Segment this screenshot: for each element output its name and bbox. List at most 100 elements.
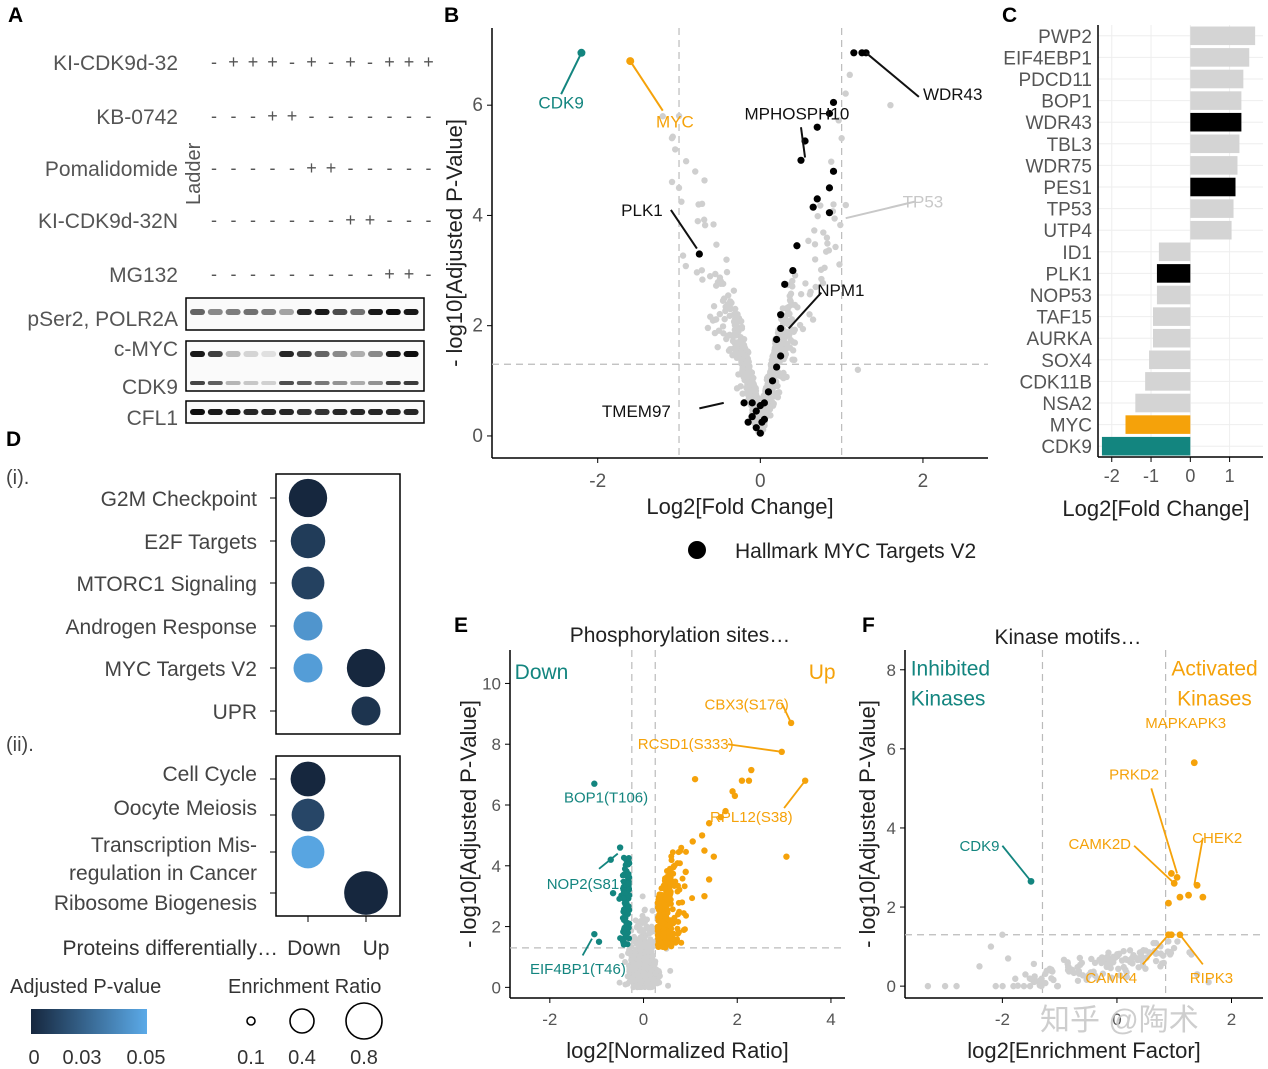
blot-band [207,309,223,315]
data-point [1076,954,1084,962]
up-point [1190,759,1198,767]
blot-band [261,309,277,315]
treatment-sign: - [426,158,432,178]
up-point [666,865,673,872]
data-point [797,290,805,298]
up-point [669,849,676,856]
myc-target-point [825,209,834,217]
panel-f-label: F [862,614,875,637]
blot-band [279,409,294,415]
bar-sox4 [1149,350,1191,370]
data-point [700,216,708,223]
volcano-plot-proteome: -2 0 2 0 2 4 6 Log2[Fold Change] - log10[Adjuste… [442,28,988,519]
data-point [791,339,799,346]
blot-band [368,409,383,415]
data-point [731,330,739,337]
data-point [721,315,728,323]
data-point [1174,938,1181,945]
treatment-sign: + [306,158,317,178]
data-point [789,277,796,285]
inhibited-label-line2: Kinases [911,687,986,710]
data-point [762,410,770,417]
treatment-sign: - [289,158,295,178]
blot-band [279,309,294,315]
panel-b-label: B [444,4,459,27]
enrichment-dot [293,653,323,683]
myc-target-point [813,195,821,203]
treatment-sign: + [228,52,239,72]
x-tick-label: 2 [1227,1010,1236,1029]
data-point [630,956,637,963]
data-point [733,385,741,392]
plot-title: Phosphorylation sites… [570,624,791,647]
treatment-sign: + [404,264,415,284]
data-point [1074,977,1082,984]
data-point [999,982,1006,990]
x-tick-label: 0 [1185,466,1195,486]
label-leader-line [1179,934,1204,965]
data-point [647,936,654,943]
treatment-sign: - [309,264,315,284]
point-label-tp53: TP53 [903,193,944,212]
data-point [820,229,827,236]
data-point [1129,960,1136,967]
label-leader-line [1142,934,1170,965]
category-label-utp4: UTP4 [1043,221,1092,242]
up-point [701,847,708,854]
up-point [671,862,678,869]
data-point [729,351,736,359]
label-leader-line [560,52,583,95]
up-point [1167,931,1175,939]
up-point [745,777,753,784]
data-point [682,158,690,165]
blot-band [314,381,330,385]
treatment-sign: - [348,106,354,126]
data-point [699,276,706,283]
data-point [738,323,746,331]
y-tick-label: 6 [472,95,483,116]
data-point [719,297,727,304]
blot-band [190,381,205,385]
down-point [609,889,617,897]
x-tick-label: -1 [1143,466,1159,486]
data-point [692,168,699,175]
down-point [620,906,627,913]
data-point [838,135,845,142]
data-point [1123,973,1131,981]
size-legend-tick: 0.4 [288,1047,316,1069]
blot-band [207,381,223,385]
data-point [1157,950,1165,957]
blot-band [243,309,259,315]
data-point [1076,961,1084,969]
data-point [1012,975,1019,982]
point-label-mphosph10: MPHOSPH10 [744,104,849,123]
blot-band [403,409,419,415]
treatment-sign: - [406,210,412,230]
column-label-down: Down [287,937,341,960]
point-label: RIPK3 [1190,970,1233,987]
treatment-sign: - [250,158,256,178]
blot-band [243,409,259,415]
treatment-sign: + [326,158,337,178]
myc-target-point [789,266,797,275]
down-point [625,880,632,887]
data-point [817,266,825,273]
treatment-sign: - [309,210,315,230]
term-label: MYC Targets V2 [104,658,257,681]
data-point [710,303,718,310]
data-point [726,312,733,319]
data-point [731,305,739,313]
y-tick-label: 6 [492,796,501,815]
pvalue-colorbar [31,1009,147,1034]
pvalue-legend-tick: 0 [28,1047,39,1069]
label-leader-line [1001,845,1032,882]
data-point [1030,960,1038,968]
data-point [765,382,773,390]
data-point [1120,963,1127,971]
bar-taf15 [1153,307,1191,326]
data-point [675,112,683,120]
x-axis-label: Log2[Fold Change] [646,494,833,519]
data-point [1193,971,1201,978]
data-point [722,307,729,315]
up-point [659,919,666,926]
